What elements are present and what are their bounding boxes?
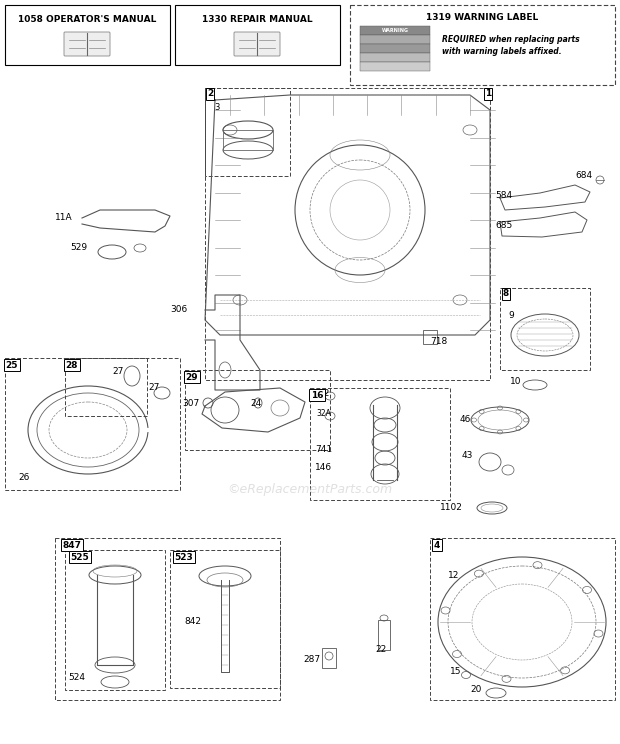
Bar bbox=[5, 358, 180, 490]
Text: 718: 718 bbox=[430, 338, 447, 347]
Text: 25: 25 bbox=[6, 361, 18, 370]
Text: 27: 27 bbox=[112, 368, 123, 376]
FancyBboxPatch shape bbox=[234, 32, 280, 56]
Text: 287: 287 bbox=[303, 655, 320, 664]
Bar bbox=[360, 53, 430, 62]
Text: 8: 8 bbox=[503, 289, 509, 298]
Text: 43: 43 bbox=[462, 452, 474, 461]
Bar bbox=[360, 62, 430, 71]
Bar bbox=[205, 88, 490, 380]
Bar bbox=[350, 5, 615, 85]
Bar bbox=[185, 370, 330, 450]
Text: 1319 WARNING LABEL: 1319 WARNING LABEL bbox=[426, 13, 538, 22]
Text: 9: 9 bbox=[508, 312, 514, 321]
Text: 1102: 1102 bbox=[440, 504, 463, 513]
Text: 12: 12 bbox=[448, 571, 459, 580]
Text: 10: 10 bbox=[510, 377, 521, 386]
Text: 529: 529 bbox=[70, 243, 87, 252]
Bar bbox=[322, 648, 336, 668]
Text: 306: 306 bbox=[170, 306, 188, 315]
Bar bbox=[5, 5, 170, 65]
Text: 146: 146 bbox=[315, 464, 332, 472]
Bar bbox=[360, 44, 430, 53]
Bar bbox=[360, 26, 430, 35]
Text: 20: 20 bbox=[470, 685, 481, 694]
Text: 525: 525 bbox=[71, 553, 89, 562]
Text: 46: 46 bbox=[460, 415, 471, 425]
Text: 684: 684 bbox=[575, 170, 592, 179]
Text: 15: 15 bbox=[450, 667, 461, 676]
Bar bbox=[205, 88, 290, 176]
Bar bbox=[175, 5, 340, 65]
Bar bbox=[310, 388, 450, 500]
Text: 307: 307 bbox=[183, 399, 200, 408]
FancyBboxPatch shape bbox=[64, 32, 110, 56]
Text: 523: 523 bbox=[175, 553, 193, 562]
Text: 29: 29 bbox=[185, 373, 198, 382]
Text: 741: 741 bbox=[315, 446, 332, 455]
Text: 1330 REPAIR MANUAL: 1330 REPAIR MANUAL bbox=[202, 16, 312, 25]
Text: REQUIRED when replacing parts
with warning labels affixed.: REQUIRED when replacing parts with warni… bbox=[442, 35, 580, 57]
Text: 1: 1 bbox=[485, 89, 491, 98]
Text: 4: 4 bbox=[434, 540, 440, 550]
Text: 842: 842 bbox=[184, 618, 201, 626]
Text: 685: 685 bbox=[495, 220, 512, 229]
Text: 524: 524 bbox=[68, 673, 85, 682]
Bar bbox=[360, 35, 430, 44]
Bar bbox=[423, 330, 437, 344]
Text: 584: 584 bbox=[495, 190, 512, 199]
Text: 16: 16 bbox=[311, 391, 323, 400]
Text: ©eReplacementParts.com: ©eReplacementParts.com bbox=[228, 484, 392, 496]
Bar bbox=[500, 288, 590, 370]
Bar bbox=[378, 620, 390, 650]
Text: WARNING: WARNING bbox=[381, 28, 409, 33]
Text: 32: 32 bbox=[318, 388, 329, 397]
Bar bbox=[430, 538, 615, 700]
Bar bbox=[65, 358, 147, 416]
Text: 28: 28 bbox=[66, 361, 78, 370]
Text: 847: 847 bbox=[63, 540, 81, 550]
Bar bbox=[170, 550, 280, 688]
Text: 2: 2 bbox=[207, 89, 213, 98]
Text: 3: 3 bbox=[214, 103, 219, 112]
Text: 27: 27 bbox=[148, 383, 159, 393]
Text: 1058 OPERATOR'S MANUAL: 1058 OPERATOR'S MANUAL bbox=[18, 16, 156, 25]
Bar bbox=[55, 538, 280, 700]
Text: 24: 24 bbox=[250, 399, 261, 408]
Text: 32A: 32A bbox=[316, 408, 331, 417]
Text: 22: 22 bbox=[375, 646, 386, 655]
Text: 11A: 11A bbox=[55, 214, 73, 222]
Bar bbox=[65, 550, 165, 690]
Text: 26: 26 bbox=[18, 473, 29, 483]
